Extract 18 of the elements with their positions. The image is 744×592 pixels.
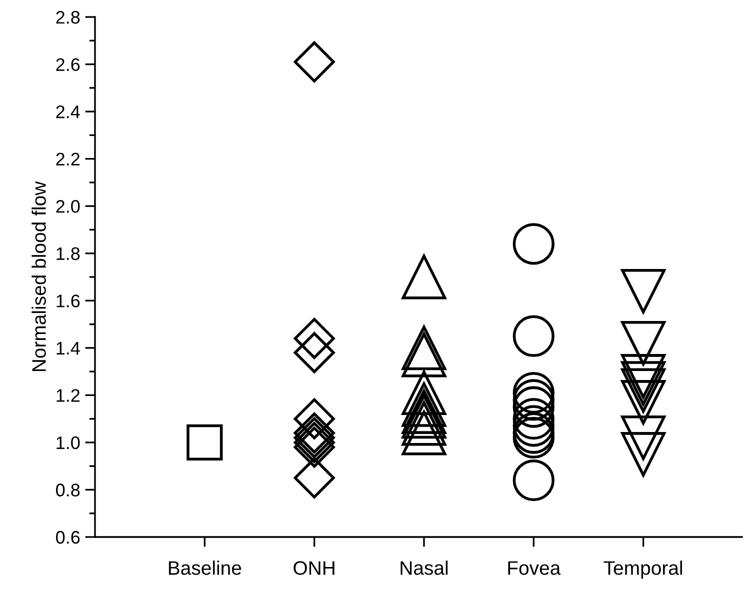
x-tick-label: Fovea — [508, 561, 561, 575]
y-tick-label: 1.2 — [56, 389, 80, 402]
y-tick-label: 2.8 — [56, 10, 80, 24]
x-tick-label: Nasal — [400, 560, 448, 575]
y-tick-label: 2.2 — [56, 152, 80, 166]
x-tick-label: ONH — [294, 561, 334, 575]
y-tick-label: 1.0 — [56, 436, 80, 450]
y-tick-label: 2.6 — [56, 58, 80, 71]
y-tick-label: 0.6 — [56, 530, 80, 544]
y-tick-label: 1.8 — [56, 247, 80, 260]
y-tick-label: 1.4 — [56, 342, 80, 354]
x-tick-label: Temporal — [604, 560, 682, 579]
y-axis-title: Normalised blood flow — [32, 181, 46, 372]
y-tick-label: 0.8 — [56, 484, 80, 496]
y-tick-label: 2.0 — [56, 200, 80, 213]
y-tick-label: 2.4 — [56, 105, 80, 118]
y-tick-label: 1.6 — [56, 294, 80, 308]
x-tick-label: Baseline — [168, 560, 242, 575]
